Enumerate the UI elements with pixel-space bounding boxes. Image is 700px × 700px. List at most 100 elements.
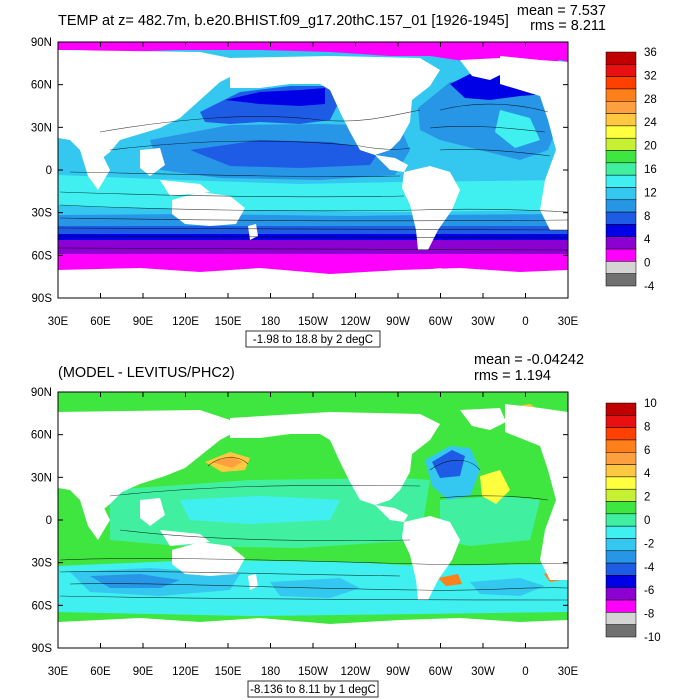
- colorbar-swatch: [605, 211, 637, 225]
- acc-band: [58, 240, 568, 254]
- colorbar-swatch: [605, 501, 637, 515]
- colorbar-label: -2: [644, 538, 654, 550]
- colorbar-swatch: [605, 427, 637, 441]
- colorbar-swatch: [605, 439, 637, 453]
- colorbar-swatch: [605, 224, 637, 237]
- lon-label: 180: [261, 316, 280, 328]
- lon-label: 0: [522, 316, 528, 328]
- colorbar-swatch: [605, 612, 637, 625]
- colorbar-label: 8: [644, 211, 650, 223]
- lat-label: 30N: [31, 472, 52, 484]
- lon-label: 120W: [340, 666, 370, 678]
- panel-1-range-box: [245, 330, 381, 348]
- contour-lines-2: [59, 457, 568, 601]
- lon-label: 150W: [298, 316, 328, 328]
- colorbar-swatch: [605, 137, 637, 151]
- colorbar-label: 32: [644, 70, 657, 82]
- colorbar-label: 28: [644, 94, 657, 106]
- colorbar-label: -8: [644, 609, 654, 621]
- panel-2-title: (MODEL - LEVITUS/PHC2): [58, 365, 235, 381]
- lon-label: 90W: [386, 666, 410, 678]
- colorbar-label: 12: [644, 187, 657, 199]
- lat-label: 0: [46, 165, 52, 177]
- lon-label: 90E: [133, 666, 154, 678]
- colorbar-label: -6: [644, 585, 654, 597]
- lon-label: 90W: [386, 316, 410, 328]
- lon-label: 60W: [429, 666, 453, 678]
- colorbar-label: 6: [644, 445, 650, 457]
- colorbar-swatch: [605, 162, 637, 176]
- colorbar-label: 20: [644, 141, 657, 153]
- colorbar-label: 24: [644, 117, 657, 129]
- lon-label: 30W: [471, 316, 495, 328]
- colorbar-swatch: [605, 476, 637, 490]
- lon-label: 120E: [172, 316, 199, 328]
- panel-2-map: [58, 392, 568, 648]
- lat-label: 30S: [32, 208, 53, 220]
- colorbar-swatch: [605, 51, 637, 65]
- colorbar-swatch: [605, 64, 637, 77]
- lat-label: 90S: [32, 293, 53, 305]
- panel-2-range-box: [247, 680, 379, 698]
- colorbar-swatch: [605, 464, 637, 478]
- colorbar-swatch: [605, 488, 637, 502]
- colorbar-label: 4: [644, 468, 651, 480]
- colorbar-label: -4: [644, 562, 655, 574]
- lon-label: 0: [522, 666, 528, 678]
- colorbar-swatch: [605, 125, 637, 139]
- colorbar-swatch: [605, 575, 637, 588]
- panel-1-range-label: -1.98 to 18.8 by 2 degC: [253, 334, 373, 346]
- colorbar-swatch: [605, 248, 637, 262]
- panel-2-range-label: -8.136 to 8.11 by 1 degC: [250, 684, 376, 696]
- panel-1-mean: mean = 7.537: [517, 3, 606, 19]
- lon-label: 90E: [133, 316, 154, 328]
- colorbar-swatch: [605, 624, 637, 638]
- colorbar-swatch: [605, 199, 637, 213]
- panel-2: (MODEL - LEVITUS/PHC2) mean = -0.04242 r…: [31, 352, 661, 698]
- colorbar-swatch: [605, 587, 637, 601]
- lon-label: 120W: [340, 316, 370, 328]
- lon-label: 150W: [298, 666, 328, 678]
- lat-label: 90N: [31, 387, 52, 399]
- lon-label: 150E: [215, 666, 242, 678]
- colorbar-label: -10: [644, 632, 661, 644]
- panel-2-colorbar: 10 8 6 4 2 0 -2 -4 -6 -8 -10: [605, 398, 661, 644]
- lat-label: 90S: [32, 643, 53, 655]
- lat-label: 0: [46, 515, 52, 527]
- lat-label: 60S: [32, 250, 53, 262]
- colorbar-swatch: [605, 415, 637, 428]
- land-mask-2: [58, 404, 568, 648]
- colorbar-swatch: [605, 76, 637, 90]
- colorbar-swatch: [605, 187, 637, 201]
- arctic-region: [58, 42, 568, 72]
- colorbar-label: 10: [644, 398, 657, 410]
- panel-1-rms: rms = 8.211: [530, 18, 606, 34]
- lon-label: 180: [261, 666, 280, 678]
- panel-1-title: TEMP at z= 482.7m, b.e20.BHIST.f09_g17.2…: [58, 13, 509, 29]
- colorbar-swatch: [605, 538, 637, 552]
- lat-label: 30N: [31, 122, 52, 134]
- colorbar-label: 2: [644, 492, 650, 504]
- lon-label: 30E: [48, 316, 69, 328]
- panel-2-rms: rms = 1.194: [474, 368, 551, 384]
- panel-1-axes: 90N 60N 30N 0 30S 60S 90S 30E 60E 90E 120E 150E 180 1…: [31, 37, 579, 328]
- colorbar-swatch: [605, 562, 637, 576]
- colorbar-swatch: [605, 525, 637, 539]
- colorbar-swatch: [605, 273, 637, 287]
- colorbar-swatch: [605, 174, 637, 188]
- lon-label: 60E: [90, 316, 111, 328]
- colorbar-swatch: [605, 88, 637, 102]
- colorbar-swatch: [605, 452, 637, 465]
- colorbar-swatch: [605, 101, 637, 114]
- lon-label: 30W: [471, 666, 495, 678]
- panel-1-map: [58, 42, 568, 298]
- lon-label: 60E: [90, 666, 111, 678]
- colorbar-swatch: [605, 150, 637, 164]
- land-mask: [58, 50, 568, 298]
- lat-label: 60N: [31, 430, 52, 442]
- colorbar-label: 36: [644, 47, 657, 59]
- lat-label: 60S: [32, 600, 53, 612]
- colorbar-swatch: [605, 599, 637, 613]
- colorbar-swatch: [605, 402, 637, 416]
